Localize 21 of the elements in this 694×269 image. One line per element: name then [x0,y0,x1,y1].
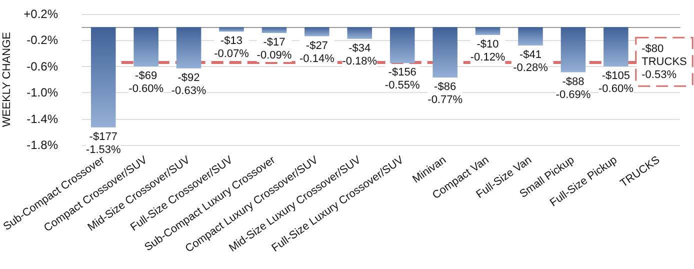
y-tick-label: -1.8% [26,138,58,152]
data-label: -$69 -0.60% [128,70,164,95]
data-label: -$105 -0.60% [598,70,634,95]
data-label: -$88 -0.69% [556,76,591,101]
data-label: -$92 -0.63% [171,72,206,97]
ref-line-label: -$80 TRUCKS -0.53% [642,42,687,81]
y-tick-label: -1.4% [26,112,58,126]
data-label: -$13 -0.07% [214,35,250,60]
y-tick-label: -0.2% [26,33,58,48]
data-label: -$27 -0.14% [300,40,335,65]
data-label: -$10 -0.12% [470,38,506,64]
y-tick-label: +0.2% [24,7,58,21]
data-label: -$177 -1.53% [86,130,121,156]
data-label: -$156 -0.55% [384,66,420,92]
data-label: -$34 -0.18% [342,42,378,68]
data-label: -$86 -0.77% [428,81,463,106]
data-label: -$41 -0.28% [513,48,548,74]
y-tick-label: -1.0% [26,86,58,100]
data-label: -$17 -0.09% [256,36,292,62]
y-axis-title: WEEKLY CHANGE [1,32,14,127]
y-tick-label: -0.6% [26,59,58,74]
